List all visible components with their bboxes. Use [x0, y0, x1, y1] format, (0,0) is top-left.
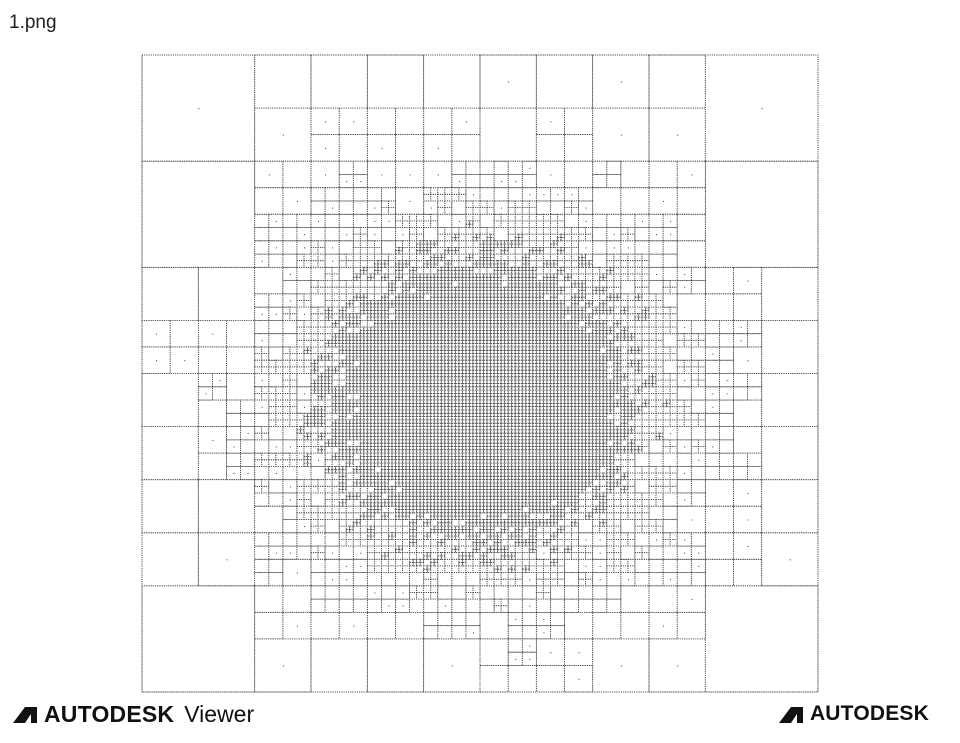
autodesk-branding-right: AUTODESK: [778, 700, 929, 728]
autodesk-brand-text: AUTODESK: [809, 702, 929, 725]
autodesk-logo-icon: [13, 707, 37, 723]
autodesk-brand-text: AUTODESK: [44, 700, 175, 727]
viewer-product-text: Viewer: [184, 700, 255, 727]
autodesk-logo-icon: [778, 707, 803, 723]
autodesk-viewer-branding: AUTODESK Viewer: [12, 700, 254, 728]
file-name-label: 1.png: [9, 12, 57, 33]
